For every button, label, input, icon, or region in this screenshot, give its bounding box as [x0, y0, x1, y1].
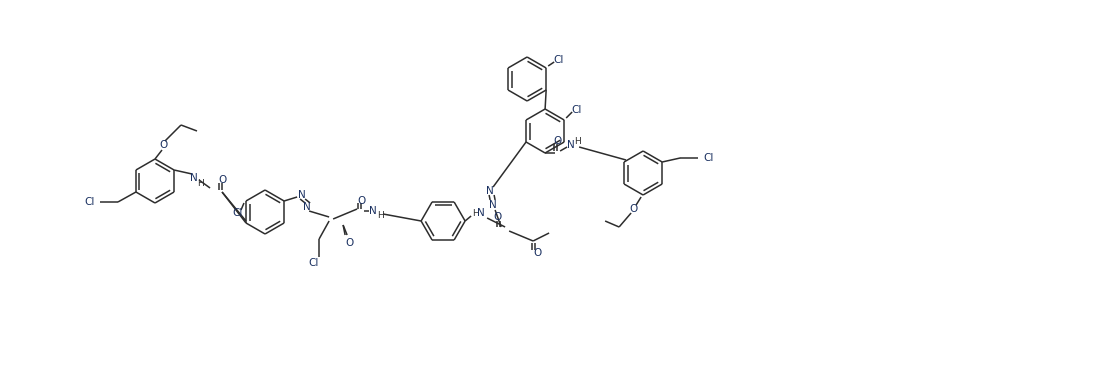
Text: O: O: [493, 212, 501, 222]
Text: Cl: Cl: [570, 105, 581, 115]
Text: O: O: [159, 140, 167, 150]
Text: H: H: [376, 211, 384, 220]
Text: N: N: [298, 190, 306, 200]
Text: O: O: [344, 238, 353, 248]
Text: Cl: Cl: [553, 55, 564, 65]
Text: O: O: [533, 248, 541, 258]
Text: N: N: [370, 206, 377, 216]
Text: O: O: [357, 196, 365, 206]
Text: N: N: [190, 173, 197, 183]
Text: N: N: [489, 200, 497, 210]
Text: O: O: [218, 175, 226, 185]
Text: Cl: Cl: [703, 153, 713, 163]
Text: Cl: Cl: [233, 208, 244, 218]
Text: O: O: [629, 204, 637, 214]
Text: N: N: [567, 140, 575, 150]
Text: H: H: [574, 136, 580, 146]
Text: N: N: [303, 202, 310, 212]
Text: Cl: Cl: [308, 258, 318, 268]
Text: H: H: [472, 209, 478, 217]
Text: O: O: [553, 136, 562, 146]
Text: N: N: [486, 186, 494, 196]
Text: Cl: Cl: [84, 197, 95, 207]
Text: H: H: [196, 179, 203, 188]
Text: N: N: [477, 208, 485, 218]
